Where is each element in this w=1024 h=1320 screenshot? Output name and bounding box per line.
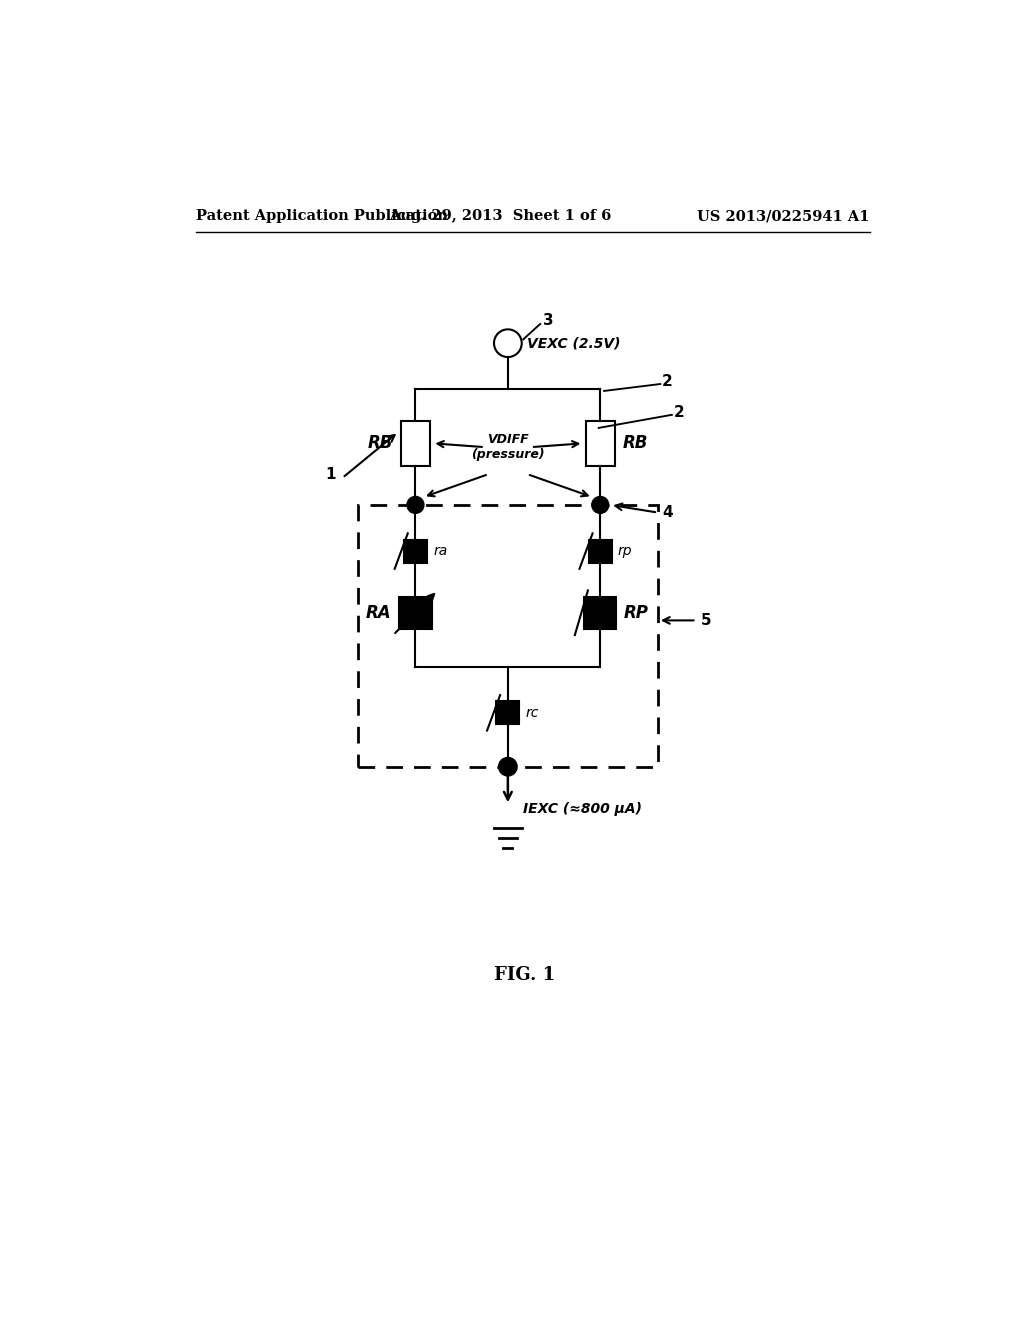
Bar — [399, 597, 432, 628]
Bar — [357, 506, 658, 767]
Text: 1: 1 — [326, 466, 336, 482]
Bar — [584, 597, 616, 628]
Circle shape — [407, 496, 424, 513]
Text: 2: 2 — [662, 374, 673, 389]
Bar — [497, 701, 519, 725]
Text: VDIFF
(pressure): VDIFF (pressure) — [471, 433, 545, 461]
Text: RA: RA — [366, 603, 391, 622]
Text: US 2013/0225941 A1: US 2013/0225941 A1 — [697, 209, 869, 223]
Text: 2: 2 — [674, 405, 684, 420]
Text: Patent Application Publication: Patent Application Publication — [196, 209, 449, 223]
Text: 4: 4 — [662, 506, 673, 520]
Text: RP: RP — [625, 603, 649, 622]
Text: rp: rp — [617, 544, 633, 558]
Text: RB: RB — [623, 434, 648, 453]
Bar — [403, 540, 427, 562]
Circle shape — [592, 496, 608, 513]
Text: RB: RB — [368, 434, 393, 453]
Text: VEXC (2.5V): VEXC (2.5V) — [527, 337, 621, 350]
Text: Aug. 29, 2013  Sheet 1 of 6: Aug. 29, 2013 Sheet 1 of 6 — [389, 209, 611, 223]
Text: FIG. 1: FIG. 1 — [495, 966, 555, 983]
Text: rc: rc — [525, 706, 539, 719]
Text: 5: 5 — [700, 612, 711, 628]
Bar — [400, 421, 430, 466]
Bar — [586, 421, 614, 466]
Text: ra: ra — [433, 544, 447, 558]
Text: IEXC (≈800 μA): IEXC (≈800 μA) — [523, 803, 642, 816]
Circle shape — [499, 758, 517, 776]
Text: 3: 3 — [543, 313, 553, 327]
Bar — [589, 540, 611, 562]
